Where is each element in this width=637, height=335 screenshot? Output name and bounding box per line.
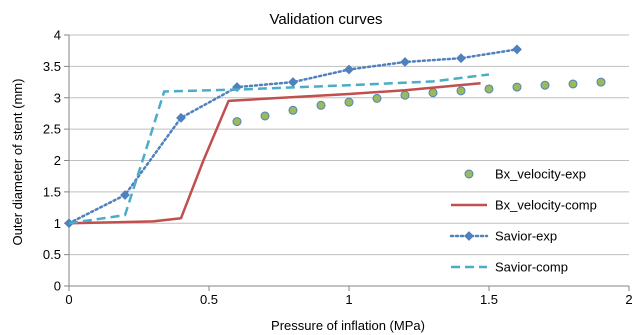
- data-point: [344, 64, 354, 75]
- data-point: [428, 88, 438, 98]
- series-0: [232, 77, 606, 127]
- y-tick-label: 3.5: [43, 59, 61, 74]
- data-point: [120, 190, 130, 200]
- y-tick-label: 1: [54, 216, 61, 231]
- x-tick-label: 1: [345, 292, 352, 307]
- data-point: [400, 57, 410, 67]
- data-point: [456, 86, 466, 96]
- legend-item: Bx_velocity-exp: [464, 167, 586, 182]
- series-2: [64, 44, 522, 229]
- data-point: [540, 80, 550, 90]
- series-line: [68, 73, 490, 225]
- y-tick-label: 0.5: [43, 247, 61, 262]
- x-tick-label: 1.5: [480, 292, 498, 307]
- x-tick-label: 0.5: [200, 292, 218, 307]
- series-group: [64, 44, 606, 229]
- tick-labels: 0 0.5 1 1.5 2 2.5 3 3.5 4 0 0.5 1 1.5 2: [43, 28, 633, 308]
- legend-marker: [464, 231, 474, 241]
- x-tick-label: 0: [65, 292, 72, 307]
- data-point: [512, 44, 522, 55]
- y-tick-label: 1.5: [43, 184, 61, 199]
- data-point: [260, 111, 270, 121]
- data-point: [596, 77, 606, 87]
- legend-item: Savior-exp: [449, 229, 557, 244]
- legend-item: Savior-comp: [451, 260, 568, 275]
- chart-title: Validation curves: [269, 11, 382, 28]
- legend-label: Bx_velocity-exp: [495, 167, 586, 182]
- series-1: [68, 82, 481, 225]
- data-point: [232, 117, 242, 127]
- y-tick-label: 2: [54, 153, 61, 168]
- series-line: [68, 82, 481, 225]
- y-tick-label: 0: [54, 279, 61, 294]
- data-point: [456, 53, 466, 64]
- legend-marker: [464, 169, 474, 179]
- y-axis-title: Outer diameter of stent (mm): [10, 79, 25, 246]
- data-point: [288, 105, 298, 115]
- data-point: [176, 112, 186, 123]
- data-point: [288, 77, 298, 87]
- legend-label: Savior-exp: [495, 229, 557, 244]
- legend-label: Savior-comp: [495, 260, 568, 275]
- data-point: [400, 90, 410, 100]
- x-tick-label: 2: [625, 292, 632, 307]
- y-tick-label: 4: [54, 28, 61, 43]
- y-tick-label: 3: [54, 90, 61, 105]
- legend-label: Bx_velocity-comp: [495, 198, 597, 213]
- y-tick-label: 2.5: [43, 122, 61, 137]
- data-point: [512, 82, 522, 92]
- legend-item: Bx_velocity-comp: [451, 198, 597, 213]
- series-line: [67, 48, 519, 225]
- data-point: [372, 93, 382, 103]
- axes: [64, 34, 630, 291]
- series-3: [68, 73, 490, 225]
- data-point: [344, 97, 354, 107]
- data-point: [316, 100, 326, 110]
- data-point: [568, 79, 578, 89]
- data-point: [484, 84, 494, 94]
- x-axis-title: Pressure of inflation (MPa): [271, 318, 425, 333]
- legend: Bx_velocity-exp Bx_velocity-comp Savior-ex…: [449, 167, 597, 275]
- data-point: [232, 82, 242, 92]
